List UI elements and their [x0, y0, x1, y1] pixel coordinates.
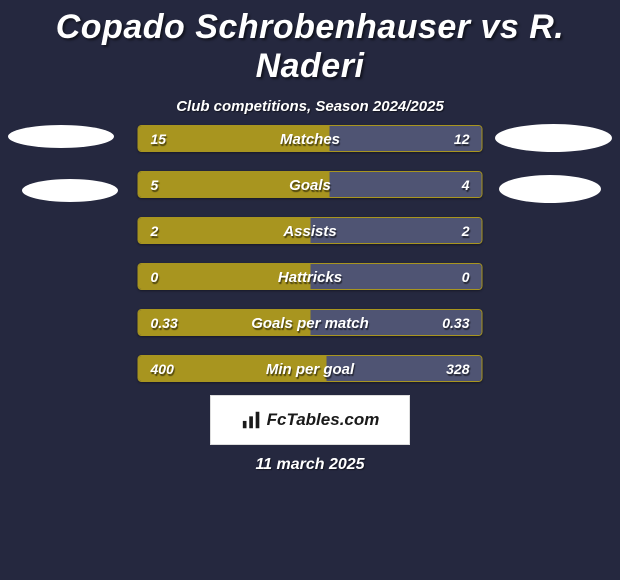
stat-bar-left [139, 218, 311, 243]
stat-row: 0.330.33Goals per match [138, 309, 483, 336]
stat-bar-left [139, 264, 311, 289]
page-title: Copado Schrobenhauser vs R. Naderi [0, 0, 620, 86]
stat-value-left: 5 [151, 172, 159, 198]
stat-value-right: 4 [462, 172, 470, 198]
stat-value-right: 0.33 [442, 310, 469, 336]
stat-value-left: 2 [151, 218, 159, 244]
stat-value-right: 12 [454, 126, 470, 152]
brand-badge: FcTables.com [210, 395, 410, 445]
avatar-ellipse [495, 124, 612, 152]
stat-value-right: 0 [462, 264, 470, 290]
stat-bar-right [310, 264, 482, 289]
stat-row: 1512Matches [138, 125, 483, 152]
brand-text: FcTables.com [267, 410, 380, 430]
stat-value-right: 2 [462, 218, 470, 244]
stat-value-left: 0.33 [151, 310, 178, 336]
stat-row: 22Assists [138, 217, 483, 244]
page-subtitle: Club competitions, Season 2024/2025 [0, 98, 620, 115]
stat-bar-left [139, 126, 330, 151]
stat-row: 00Hattricks [138, 263, 483, 290]
stat-row: 54Goals [138, 171, 483, 198]
stat-value-left: 0 [151, 264, 159, 290]
stat-value-left: 400 [151, 356, 174, 382]
avatar-ellipse [499, 175, 601, 203]
stat-value-right: 328 [446, 356, 469, 382]
bars-icon [241, 409, 263, 431]
stat-row: 400328Min per goal [138, 355, 483, 382]
stats-panel: 1512Matches54Goals22Assists00Hattricks0.… [138, 125, 483, 401]
date-label: 11 march 2025 [0, 456, 620, 474]
stat-bar-right [310, 218, 482, 243]
stat-bar-left [139, 172, 330, 197]
stat-value-left: 15 [151, 126, 167, 152]
avatar-ellipse [8, 125, 114, 148]
avatar-ellipse [22, 179, 118, 202]
comparison-infographic: Copado Schrobenhauser vs R. Naderi Club … [0, 0, 620, 580]
stat-bar-right [329, 172, 481, 197]
